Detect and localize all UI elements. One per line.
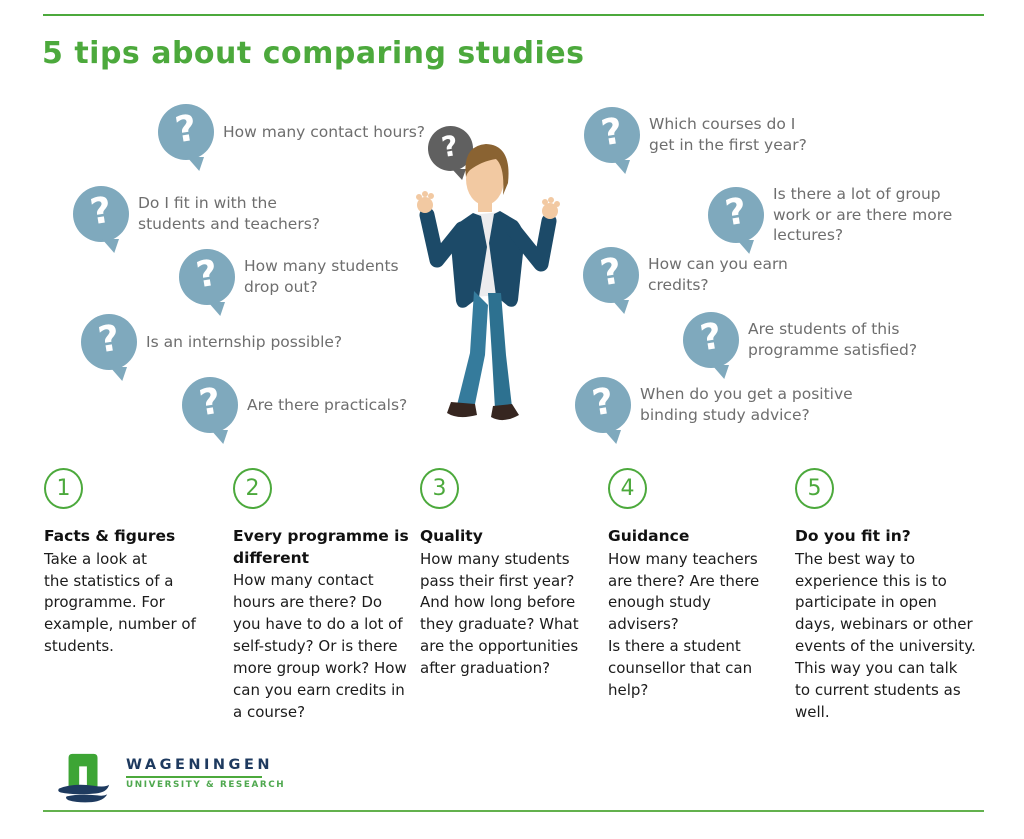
tip-number-badge: 1 xyxy=(44,468,83,509)
question-item: ? Are students of this programme satisfi… xyxy=(683,312,917,368)
tip-number-badge: 2 xyxy=(233,468,272,509)
question-item: ? Are there practicals? xyxy=(182,377,407,433)
logo-subtitle: UNIVERSITY & RESEARCH xyxy=(126,780,286,790)
person-illustration xyxy=(416,144,560,421)
question-text: Is there a lot of group work or are ther… xyxy=(773,185,953,245)
speech-bubble-icon: ? xyxy=(158,104,214,160)
tip-number-badge: 4 xyxy=(608,468,647,509)
tip-column: 3 Quality How many students pass their f… xyxy=(420,468,598,680)
speech-bubble-icon: ? xyxy=(584,107,640,163)
question-mark-glyph: ? xyxy=(196,380,224,425)
question-mark-glyph: ? xyxy=(697,315,725,360)
tip-column: 2 Every programme is different How many … xyxy=(233,468,411,724)
tip-number-badge: 5 xyxy=(795,468,834,509)
tip-heading: Facts & figures xyxy=(44,527,176,545)
question-item: ? When do you get a positive binding stu… xyxy=(575,377,853,433)
logo-wordmark: WAGENINGEN xyxy=(126,757,273,773)
speech-bubble-icon: ? xyxy=(708,186,764,243)
question-mark-glyph: ? xyxy=(172,107,200,152)
tip-column: 1 Facts & figures Take a look at the sta… xyxy=(44,468,222,658)
speech-bubble-icon: ? xyxy=(182,377,238,433)
question-item: ? Is an internship possible? xyxy=(81,314,342,370)
wageningen-logo: WAGENINGEN UNIVERSITY & RESEARCH xyxy=(55,750,285,806)
question-text: Do I fit in with the students and teache… xyxy=(138,194,321,233)
tip-heading: Guidance xyxy=(608,527,690,545)
question-mark-glyph: ? xyxy=(193,252,221,297)
speech-bubble-icon: ? xyxy=(583,247,639,303)
tip-column: 5 Do you fit in? The best way to experie… xyxy=(795,468,977,724)
question-mark-glyph: ? xyxy=(722,190,750,235)
tip-body: How many teachers are there? Are there e… xyxy=(608,549,760,700)
question-item: ? How many students drop out? xyxy=(179,249,399,305)
question-text: Is an internship possible? xyxy=(146,332,343,351)
question-item: ? Which courses do I get in the first ye… xyxy=(584,107,807,163)
speech-bubble-icon: ? xyxy=(683,312,739,368)
thinking-bubble-icon: ? xyxy=(428,126,473,171)
question-scene: ? How many contact hours? ? Do I fit in … xyxy=(0,0,1024,460)
tip-number-badge: 3 xyxy=(420,468,459,509)
tip-body: Take a look at the statistics of a progr… xyxy=(44,549,196,656)
question-text: Are students of this programme satisfied… xyxy=(748,320,918,359)
tip-body: How many contact hours are there? Do you… xyxy=(233,571,407,721)
question-text: How many contact hours? xyxy=(223,122,425,141)
question-mark-glyph: ? xyxy=(95,317,123,362)
question-mark-glyph: ? xyxy=(597,250,625,295)
question-mark-glyph: ? xyxy=(598,110,626,155)
question-text: Are there practicals? xyxy=(247,395,408,414)
tip-heading: Every programme is different xyxy=(233,527,409,567)
question-text: Which courses do I get in the first year… xyxy=(649,115,807,154)
question-mark-glyph: ? xyxy=(87,189,115,234)
bottom-divider xyxy=(43,810,984,812)
question-item: ? How can you earn credits? xyxy=(583,247,788,303)
question-item: ? How many contact hours? xyxy=(158,104,425,160)
top-divider xyxy=(43,14,984,16)
speech-bubble-icon: ? xyxy=(575,377,631,433)
tip-heading: Quality xyxy=(420,527,483,545)
page-title: 5 tips about comparing studies xyxy=(42,36,585,71)
wageningen-logo-icon xyxy=(58,753,110,803)
question-item: ? Do I fit in with the students and teac… xyxy=(73,186,320,242)
speech-bubble-icon: ? xyxy=(81,314,137,370)
tip-heading: Do you fit in? xyxy=(795,527,911,545)
speech-bubble-icon: ? xyxy=(179,249,235,305)
tip-body: How many students pass their first year?… xyxy=(420,549,579,678)
logo-divider xyxy=(126,776,262,778)
wageningen-logo-text: WAGENINGEN UNIVERSITY & RESEARCH xyxy=(126,750,285,790)
tip-body: The best way to experience this is to pa… xyxy=(795,549,976,721)
question-item: ? Is there a lot of group work or are th… xyxy=(708,184,952,246)
tip-column: 4 Guidance How many teachers are there? … xyxy=(608,468,786,702)
question-text: How many students drop out? xyxy=(244,257,399,296)
question-text: When do you get a positive binding study… xyxy=(640,385,853,424)
speech-bubble-icon: ? xyxy=(73,186,129,242)
question-mark-glyph: ? xyxy=(589,380,617,425)
question-text: How can you earn credits? xyxy=(648,255,788,294)
